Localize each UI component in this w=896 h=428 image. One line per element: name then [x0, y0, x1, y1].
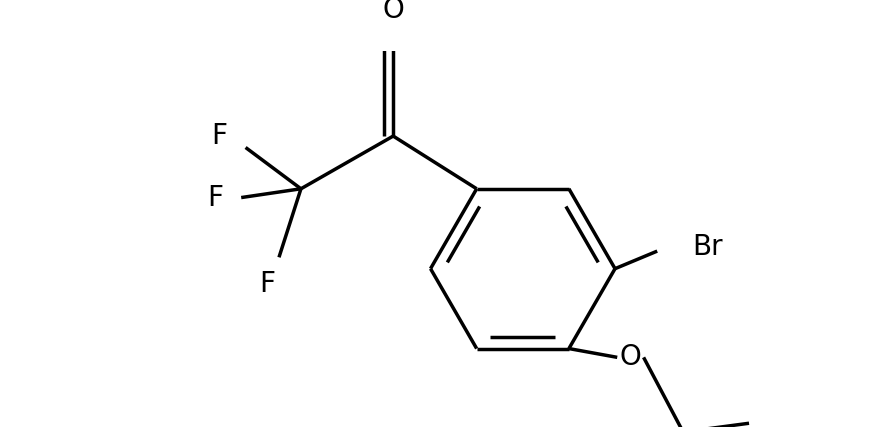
Text: Br: Br [693, 233, 723, 261]
Text: O: O [383, 0, 404, 24]
Text: F: F [211, 122, 228, 150]
Text: O: O [619, 343, 642, 372]
Text: F: F [207, 184, 223, 211]
Text: F: F [260, 270, 276, 297]
